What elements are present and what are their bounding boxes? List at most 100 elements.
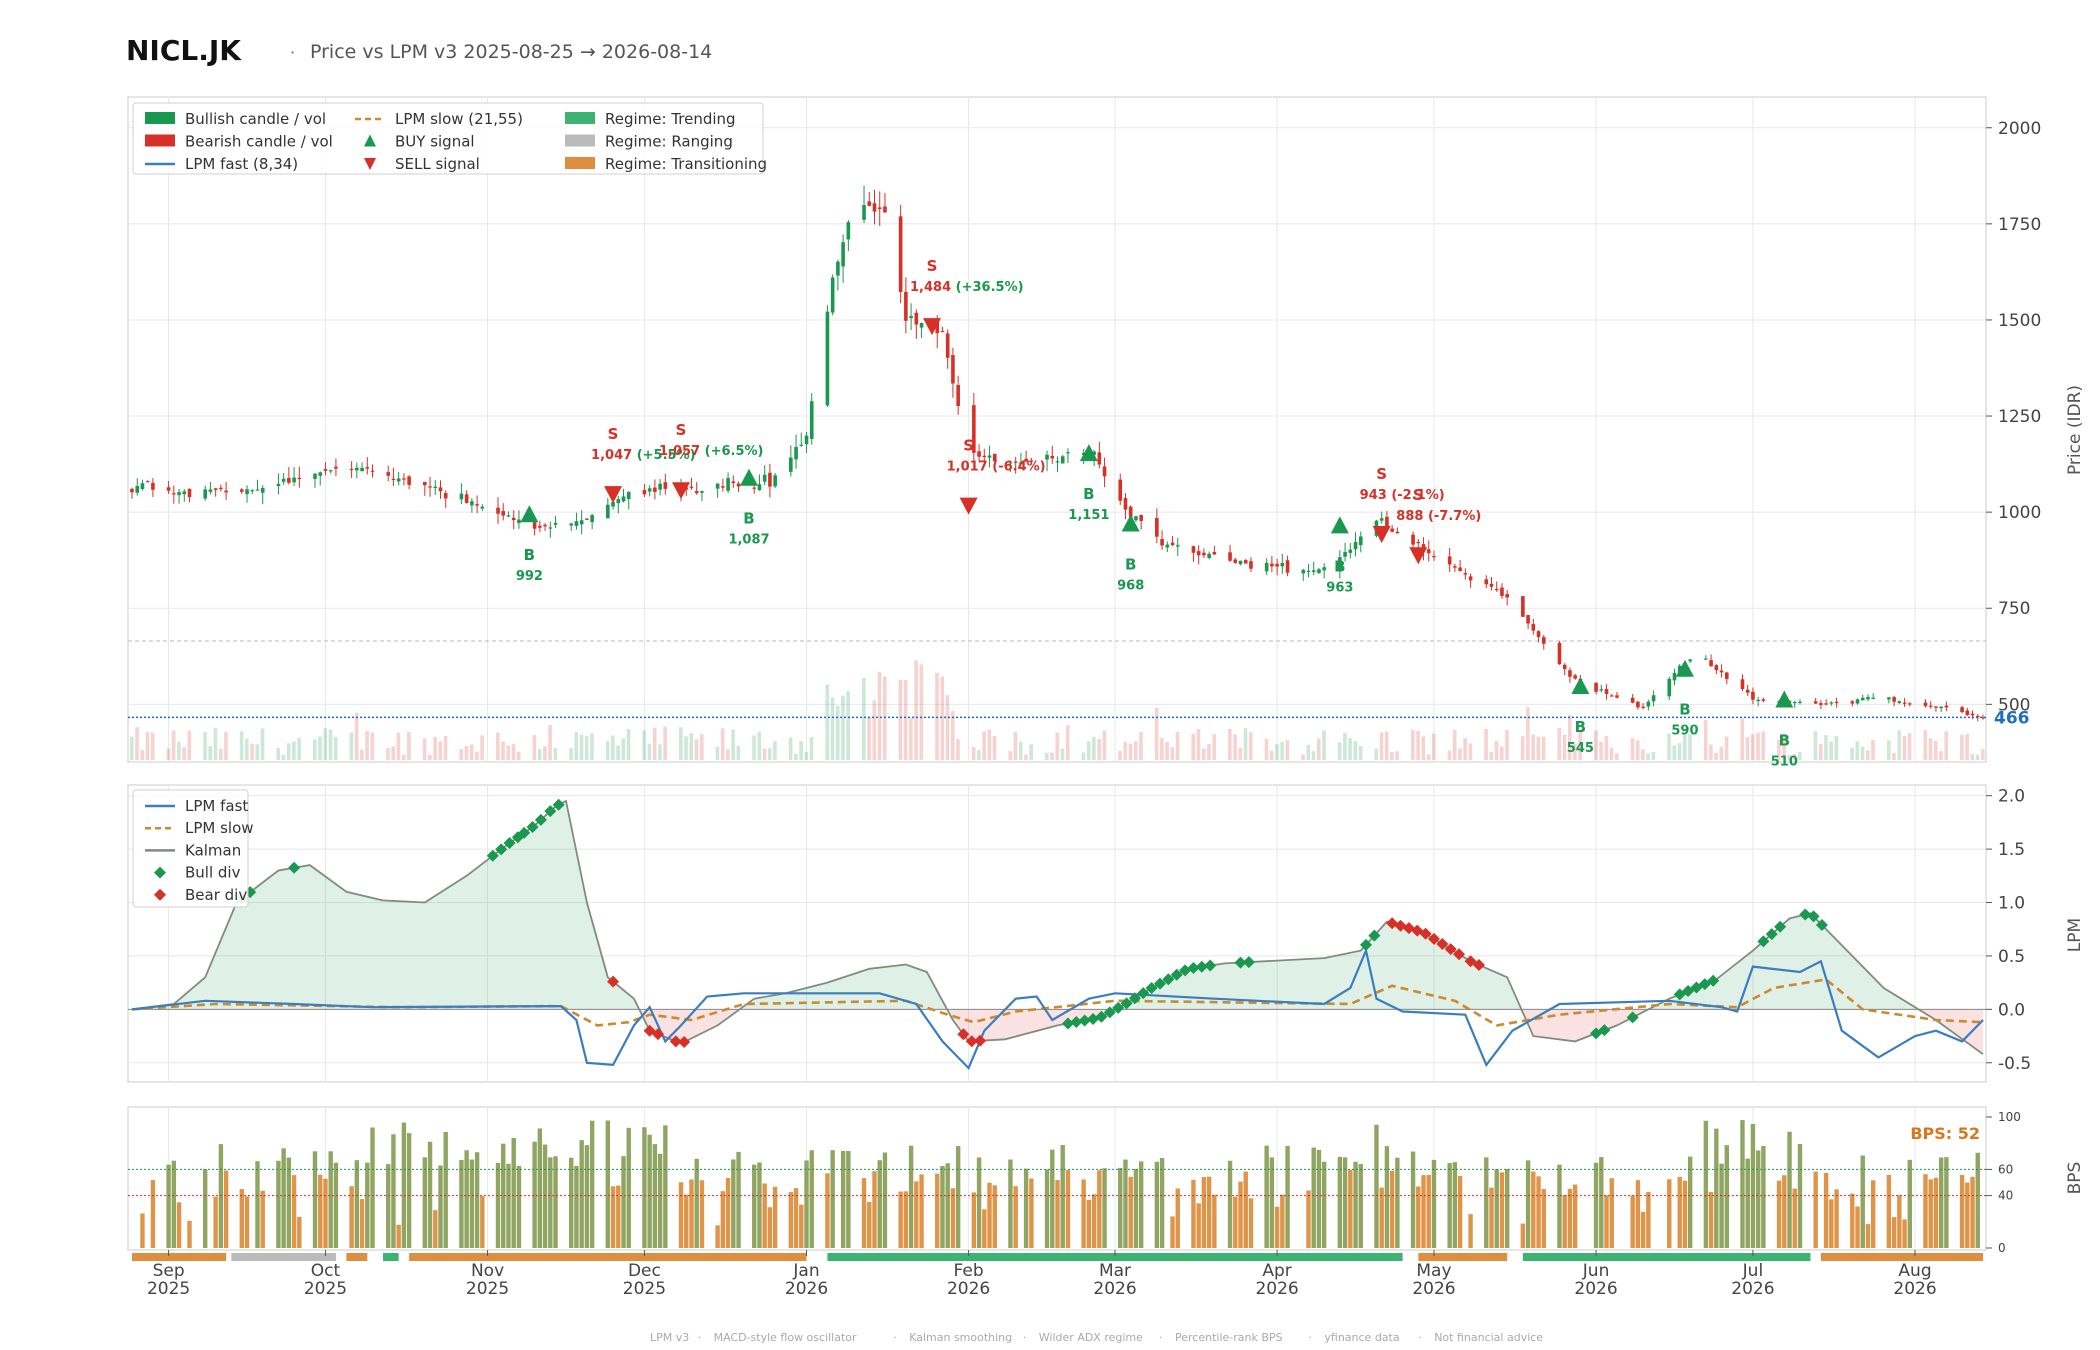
volume-bar-bull [1045, 752, 1049, 760]
buy-signal-marker [1675, 659, 1694, 677]
bull-div-marker [1153, 977, 1166, 990]
sell-signal-price: 1,047 [591, 448, 637, 463]
volume-bar-bear [987, 729, 992, 760]
candle-bull [700, 491, 704, 493]
candle-bull [841, 242, 845, 267]
candle-bull [1646, 701, 1651, 707]
legend-label: LPM fast [185, 797, 248, 815]
candle-bear [956, 384, 960, 406]
volume-bar-bull [1682, 729, 1687, 760]
bps-bar [1792, 1188, 1797, 1248]
bull-div-marker [1757, 935, 1770, 948]
candle-bear [1416, 541, 1421, 544]
legend-swatch [364, 158, 376, 170]
bps-bar [1761, 1145, 1766, 1248]
volume-bar-bull [208, 746, 213, 760]
candle-bear [538, 525, 542, 528]
candle-bull [773, 475, 777, 487]
sell-signal-marker [1409, 547, 1428, 565]
sell-signal-price: 1,484 [910, 280, 956, 295]
candle-bull [1379, 518, 1384, 521]
lpm-legend-box [132, 789, 249, 908]
candle-bull [318, 472, 323, 476]
buy-signal-letter: B [1575, 718, 1586, 736]
candle-bull [355, 467, 359, 471]
candle-bull [517, 519, 521, 524]
volume-bar-bull [679, 727, 683, 760]
bull-div-marker [1626, 1011, 1639, 1024]
volume-bar-bear [699, 734, 704, 760]
candle-bear [1609, 695, 1614, 697]
volume-bar-bear [1740, 718, 1745, 760]
candle-bull [1897, 701, 1902, 703]
bps-bar [1311, 1147, 1316, 1248]
volume-bar-bear [1792, 753, 1797, 760]
bps-bar [297, 1216, 302, 1248]
volume-bar-bear [882, 676, 887, 760]
bps-bar [391, 1134, 396, 1248]
bps-bar [1248, 1198, 1254, 1248]
candle-bull [1338, 557, 1342, 570]
candle-bear [1636, 701, 1640, 708]
bps-bar [1154, 1161, 1160, 1248]
volume-bar-bear [1426, 754, 1431, 760]
candle-bull [480, 506, 485, 509]
bps-bar [1975, 1152, 1980, 1248]
volume-bar-bull [736, 745, 741, 760]
bear-div-marker [957, 1028, 970, 1041]
bull-div-marker [288, 861, 301, 874]
bps-bar [1159, 1158, 1165, 1248]
legend-label: LPM slow [185, 819, 254, 837]
volume-bar-bull [977, 749, 981, 760]
bps-bar [1431, 1159, 1437, 1248]
candle-bear [689, 486, 694, 488]
legend-swatch [145, 134, 175, 147]
candle-bear [1975, 715, 1980, 718]
candle-bear [187, 488, 192, 498]
candle-bear [1521, 596, 1525, 617]
volume-bar-bear [1175, 731, 1180, 760]
footer-item: MACD-style flow oscillator [714, 1331, 857, 1344]
bps-bar [1604, 1195, 1609, 1248]
price-y-tick-label: 750 [1998, 599, 2030, 619]
volume-bar-bear [1463, 738, 1467, 760]
volume-bar-bear [867, 717, 871, 760]
sell-signal-return: (-2.1%) [1391, 488, 1444, 503]
candle-bear [1944, 705, 1949, 708]
candle-bull [1055, 461, 1060, 463]
candle-bear [1923, 702, 1928, 706]
candle-bear [532, 522, 537, 529]
lpm-fast-line [131, 946, 1984, 1071]
volume-bar-bear [1416, 730, 1420, 760]
bps-bar [443, 1131, 448, 1248]
bps-bar [914, 1181, 919, 1248]
volume-bar-bear [370, 732, 375, 760]
buy-signal-letter: B [1779, 731, 1790, 749]
bps-bar [610, 1186, 616, 1248]
candle-bull [208, 489, 213, 492]
bps-bar [694, 1158, 699, 1248]
volume-bar-bear [1865, 750, 1870, 760]
candle-bull [579, 520, 584, 525]
bps-bar [1358, 1164, 1363, 1248]
volume-bar-bear [1238, 747, 1243, 760]
bps-bar [474, 1152, 480, 1248]
candle-bear [1813, 701, 1818, 704]
bps-bar [1379, 1187, 1384, 1248]
candle-bull [313, 473, 317, 479]
bps-bar [1206, 1176, 1212, 1248]
bps-bar [1316, 1149, 1322, 1248]
candle-bear [151, 482, 155, 490]
sell-signal-label: 1,484 (+36.5%) [910, 280, 1024, 295]
volume-bar-bear [1050, 752, 1054, 760]
bps-bar [244, 1196, 250, 1248]
bps-y-tick-label: 100 [1998, 1110, 2021, 1124]
volume-bar-bear [1573, 743, 1577, 760]
bps-bar [1353, 1161, 1358, 1248]
x-tick-month: Feb [954, 1261, 984, 1281]
volume-bar-bear [940, 676, 945, 760]
bps-bar [846, 1151, 851, 1248]
bps-bar [621, 1156, 626, 1248]
volume-bar-bear [1191, 733, 1196, 760]
